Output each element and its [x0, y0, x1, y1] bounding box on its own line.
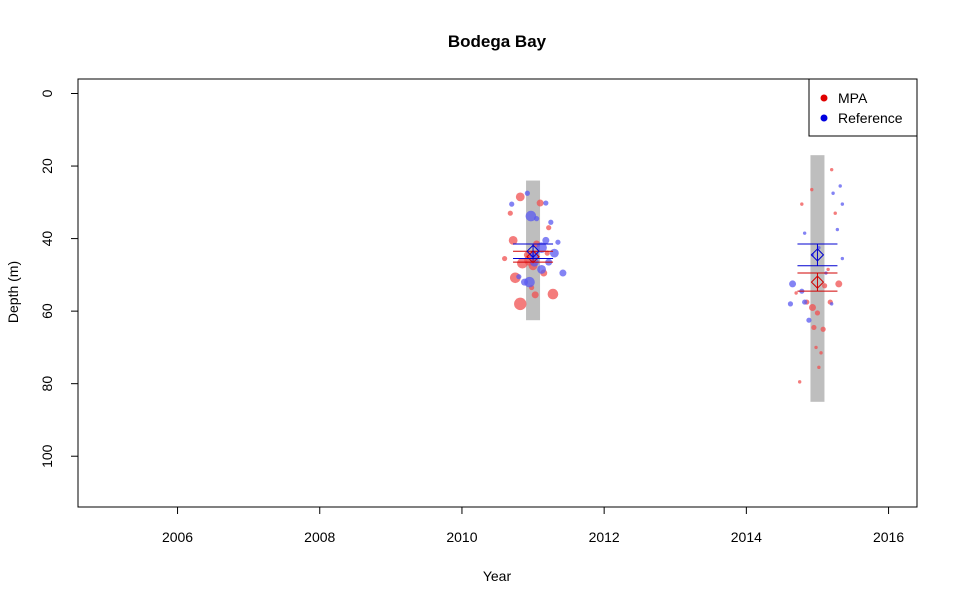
- data-point-mpa-16: [544, 250, 550, 256]
- data-point-reference-7: [555, 239, 561, 245]
- y-tick-label-100: 100: [39, 444, 55, 468]
- data-point-mpa-30: [820, 326, 826, 332]
- data-point-reference-28: [787, 301, 794, 307]
- x-tick-label-2014: 2014: [731, 529, 762, 545]
- chart-title: Bodega Bay: [448, 32, 547, 51]
- y-tick-label-40: 40: [39, 231, 55, 247]
- mean-marker-reference-1: [526, 244, 540, 258]
- plot-frame: [77, 78, 918, 508]
- mean-markers: [513, 243, 838, 292]
- data-point-mpa-31: [814, 345, 818, 350]
- data-point-mpa-34: [797, 380, 802, 384]
- data-point-mpa-35: [826, 267, 830, 272]
- legend-label-reference: Reference: [838, 110, 903, 126]
- data-point-reference-3: [525, 210, 537, 222]
- data-point-mpa-4: [508, 236, 518, 245]
- data-point-reference-18: [838, 184, 842, 188]
- y-tick-label-0: 0: [39, 89, 55, 97]
- data-points: [502, 167, 845, 384]
- data-point-reference-4: [534, 216, 540, 222]
- legend-marker-mpa: [820, 94, 828, 102]
- data-point-reference-13: [559, 269, 567, 277]
- mean-marker-reference-3: [810, 248, 825, 262]
- data-point-reference-2: [543, 200, 549, 206]
- legend: MPA Reference: [808, 78, 918, 137]
- x-tick-label-2008: 2008: [304, 529, 335, 545]
- data-point-reference-6: [542, 236, 550, 244]
- data-point-mpa-21: [833, 211, 837, 215]
- x-axis: 2006 2008 2010 2012 2014 2016: [162, 507, 904, 545]
- data-point-reference-22: [802, 231, 807, 235]
- data-point-mpa-26: [821, 283, 828, 289]
- data-point-mpa-0: [515, 192, 525, 202]
- data-point-reference-12: [537, 265, 546, 274]
- y-tick-label-80: 80: [39, 376, 55, 392]
- data-point-mpa-2: [507, 210, 513, 216]
- data-point-reference-5: [548, 219, 554, 225]
- data-point-mpa-15: [502, 255, 508, 262]
- y-tick-label-20: 20: [39, 158, 55, 174]
- data-point-reference-19: [831, 191, 835, 195]
- data-point-mpa-13: [547, 288, 559, 300]
- data-point-reference-26: [789, 280, 797, 288]
- data-point-reference-20: [840, 202, 845, 206]
- y-tick-label-60: 60: [39, 303, 55, 319]
- data-point-reference-15: [524, 276, 535, 288]
- data-point-mpa-24: [808, 304, 816, 312]
- mean-marker-mpa-0: [526, 250, 540, 264]
- data-point-reference-30: [806, 317, 812, 323]
- data-point-reference-23: [840, 256, 845, 261]
- data-point-reference-8: [536, 242, 547, 253]
- data-point-mpa-29: [811, 324, 817, 331]
- data-point-reference-17: [516, 274, 522, 280]
- depth-range-bars: [526, 155, 825, 402]
- data-point-mpa-20: [829, 167, 834, 172]
- data-point-reference-25: [817, 245, 821, 250]
- data-point-mpa-32: [819, 351, 823, 355]
- data-point-mpa-14: [514, 297, 527, 311]
- data-point-reference-31: [829, 302, 834, 306]
- legend-box: [808, 78, 918, 137]
- data-point-mpa-33: [817, 365, 821, 370]
- data-point-reference-1: [509, 201, 515, 207]
- data-point-mpa-22: [794, 291, 798, 295]
- x-axis-label: Year: [483, 568, 512, 584]
- data-point-mpa-27: [835, 280, 843, 288]
- data-point-mpa-3: [546, 225, 552, 231]
- legend-label-mpa: MPA: [838, 90, 868, 106]
- x-tick-label-2016: 2016: [873, 529, 904, 545]
- data-point-reference-9: [549, 248, 559, 258]
- y-axis-label: Depth (m): [5, 261, 21, 323]
- data-point-mpa-19: [810, 187, 814, 192]
- data-point-mpa-12: [531, 291, 539, 299]
- data-point-mpa-25: [814, 310, 821, 316]
- data-point-reference-0: [524, 190, 530, 196]
- x-tick-label-2010: 2010: [446, 529, 477, 545]
- x-tick-label-2012: 2012: [589, 529, 620, 545]
- data-point-mpa-18: [800, 202, 804, 206]
- data-point-mpa-1: [536, 199, 544, 207]
- legend-marker-reference: [820, 114, 828, 122]
- mean-marker-mpa-2: [810, 275, 825, 289]
- y-axis: 0 20 40 60 80 100: [39, 89, 78, 468]
- data-point-reference-29: [802, 299, 808, 305]
- data-point-reference-21: [835, 227, 840, 232]
- x-tick-label-2006: 2006: [162, 529, 193, 545]
